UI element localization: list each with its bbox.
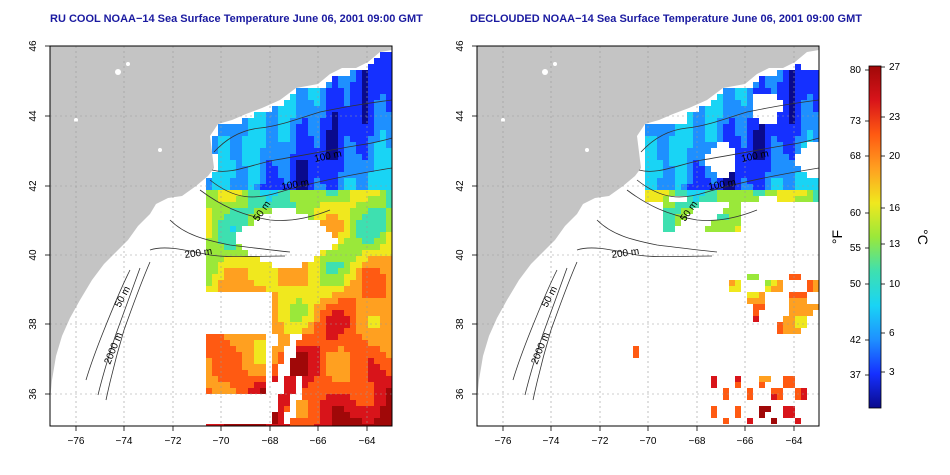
island-patches	[501, 62, 589, 152]
celsius-unit-label: °C	[915, 229, 931, 245]
celsius-tick-label: 23	[889, 112, 901, 123]
fahrenheit-tick-label: 80	[850, 65, 862, 76]
fahrenheit-tick-label: 42	[850, 335, 862, 346]
bathymetry-contours	[512, 99, 819, 401]
contour-label: 100 m	[281, 177, 310, 193]
fahrenheit-tick-label: 37	[850, 370, 862, 381]
fahrenheit-tick-label: 60	[850, 208, 862, 219]
contour-label: 200 m	[184, 246, 213, 261]
fahrenheit-tick-label: 55	[850, 243, 862, 254]
sst-field-declouded	[633, 64, 819, 424]
latitude-tick-label: 38	[455, 318, 466, 330]
latitude-tick-label: 36	[455, 388, 466, 400]
longitude-tick-label: −72	[592, 436, 609, 447]
panel-declouded: DECLOUDED NOAA−14 Sea Surface Temperatur…	[455, 13, 862, 447]
longitude-tick-label: −70	[640, 436, 657, 447]
latitude-tick-label: 46	[28, 40, 39, 52]
longitude-tick-label: −76	[68, 436, 85, 447]
panel-raw: RU COOL NOAA−14 Sea Surface Temperature …	[28, 13, 423, 447]
fahrenheit-tick-label: 73	[850, 116, 862, 127]
colorbar-ticks: 80 73 68 60 55 50 42 37 27 23 20 16 13 10 6 3	[850, 62, 901, 381]
island-patches	[74, 62, 162, 152]
celsius-tick-label: 20	[889, 151, 901, 162]
longitude-tick-label: −76	[495, 436, 512, 447]
longitude-tick-label: −66	[737, 436, 754, 447]
latitude-tick-label: 38	[28, 318, 39, 330]
longitude-tick-label: −74	[116, 436, 133, 447]
latitude-tick-label: 44	[455, 110, 466, 122]
latitude-tick-label: 40	[455, 249, 466, 261]
fahrenheit-tick-label: 68	[850, 151, 862, 162]
graticule	[477, 46, 819, 426]
contour-label: 100 m	[708, 177, 737, 193]
latitude-tick-label: 46	[455, 40, 466, 52]
colorbar: 80 73 68 60 55 50 42 37 27 23 20 16 13 10 6 3 °F °C	[829, 62, 931, 409]
celsius-tick-label: 16	[889, 203, 901, 214]
longitude-tick-label: −72	[165, 436, 182, 447]
longitude-tick-label: −68	[689, 436, 706, 447]
bathymetry-contours	[85, 99, 392, 401]
sst-field-raw	[206, 52, 392, 426]
panel-title-raw: RU COOL NOAA−14 Sea Surface Temperature …	[50, 13, 423, 25]
celsius-tick-label: 3	[889, 367, 895, 378]
latitude-tick-label: 42	[28, 180, 39, 192]
longitude-tick-label: −64	[359, 436, 376, 447]
fahrenheit-tick-label: 50	[850, 279, 862, 290]
celsius-tick-label: 6	[889, 328, 895, 339]
panel-title-declouded: DECLOUDED NOAA−14 Sea Surface Temperatur…	[470, 13, 862, 25]
celsius-tick-label: 27	[889, 62, 901, 73]
longitude-tick-label: −66	[310, 436, 327, 447]
axes-declouded: −76 −74 −72 −70 −68 −66 −64 46 44 42 40 38 36	[455, 40, 803, 447]
longitude-tick-label: −68	[262, 436, 279, 447]
longitude-tick-label: −64	[786, 436, 803, 447]
celsius-tick-label: 13	[889, 239, 901, 250]
land-mass	[477, 46, 819, 400]
latitude-tick-label: 36	[28, 388, 39, 400]
fahrenheit-unit-label: °F	[829, 230, 845, 244]
latitude-tick-label: 42	[455, 180, 466, 192]
graticule	[50, 46, 392, 426]
axes-raw: −76 −74 −72 −70 −68 −66 −64 46 44 42 40 38 36	[28, 40, 376, 447]
longitude-tick-label: −74	[543, 436, 560, 447]
longitude-tick-label: −70	[213, 436, 230, 447]
latitude-tick-label: 44	[28, 110, 39, 122]
colorbar-gradient	[868, 65, 882, 409]
land-mass	[50, 46, 392, 400]
contour-label: 200 m	[611, 246, 640, 261]
latitude-tick-label: 40	[28, 249, 39, 261]
celsius-tick-label: 10	[889, 279, 901, 290]
